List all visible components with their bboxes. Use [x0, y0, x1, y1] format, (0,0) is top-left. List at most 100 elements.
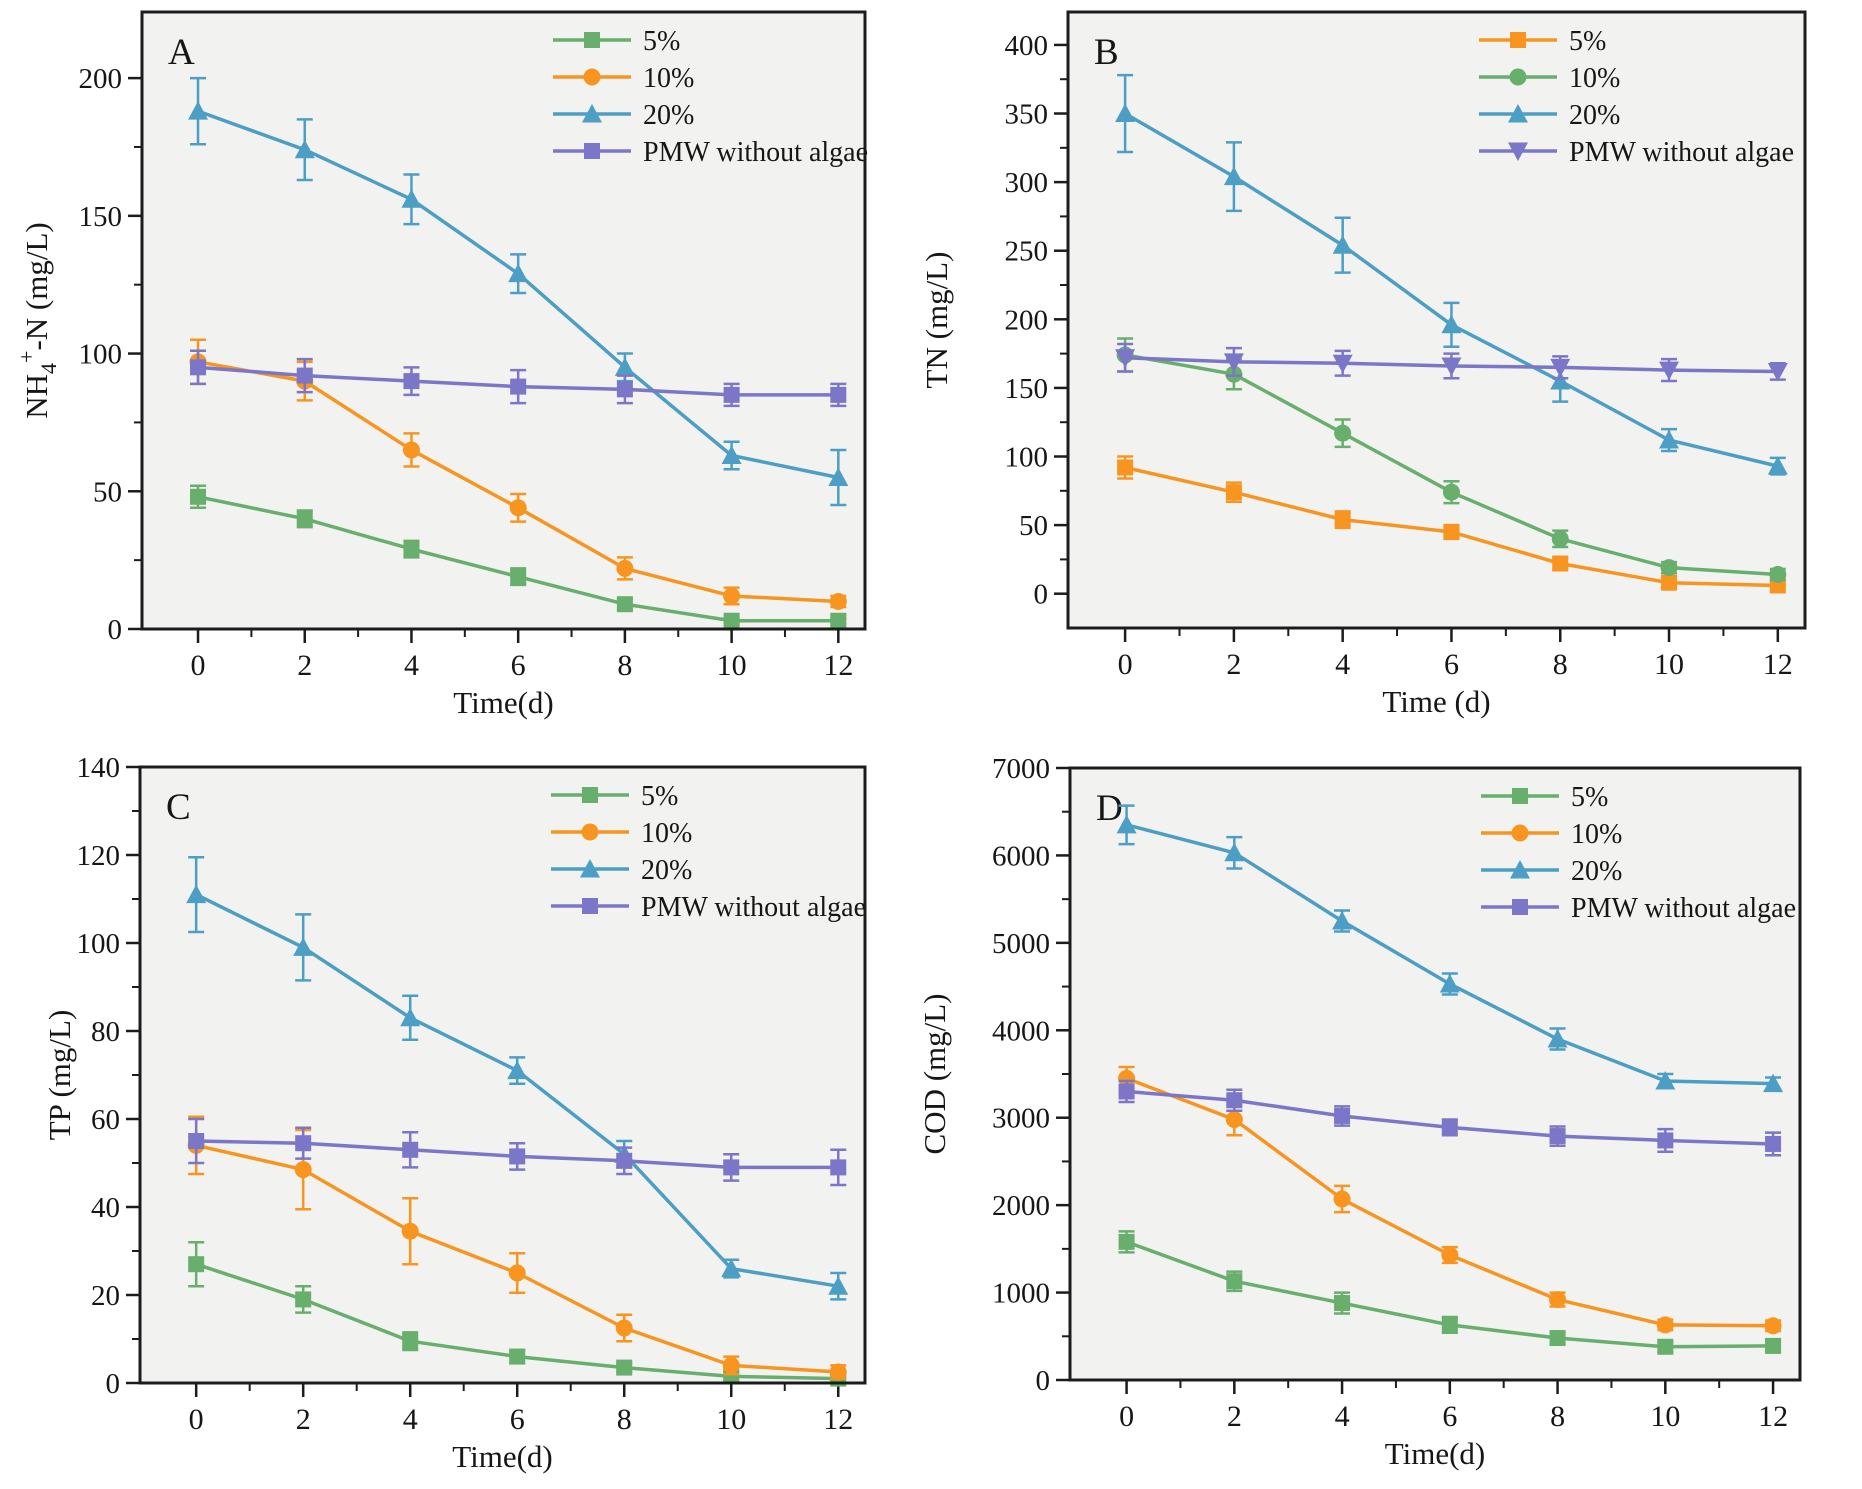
point-20pct — [1655, 1070, 1676, 1090]
y-axis-label: NH4+-N (mg/L) — [14, 222, 61, 418]
x-tick-label: 2 — [1227, 1400, 1242, 1433]
x-tick-label: 12 — [1758, 1400, 1788, 1433]
point-5pct — [1226, 1273, 1243, 1290]
chart-panel-d: 0 1000 2000 3000 4000 5000 6000 7000 0 2 4 6 8 10 12 Ti… — [917, 753, 1802, 1471]
x-tick-label: 12 — [823, 1403, 853, 1436]
y-axis-label: TN (mg/L) — [919, 252, 954, 389]
point-10pct — [1333, 1190, 1351, 1208]
legend-item-20pct: 20% — [553, 100, 694, 131]
legend-item-pmw-without-algae: PMW without algae — [1479, 137, 1794, 168]
series-5pct — [1118, 1230, 1782, 1355]
y-tick-label: 400 — [1005, 30, 1049, 62]
point-pmw-without-algae — [723, 1159, 740, 1176]
x-tick-label: 4 — [1335, 648, 1350, 681]
point-5pct — [1657, 1338, 1674, 1355]
y-tick-label: 40 — [91, 1192, 120, 1224]
legend-label: PMW without algae — [643, 137, 868, 168]
point-10pct — [1549, 1291, 1567, 1309]
point-pmw-without-algae — [1334, 1107, 1351, 1124]
y-tick-label: 60 — [91, 1104, 120, 1136]
error-bars-20pct — [1117, 73, 1786, 476]
x-tick-label: 8 — [1553, 648, 1568, 681]
axes — [1056, 766, 1775, 1394]
series-5pct — [190, 484, 847, 629]
y-tick-label: 3000 — [992, 1103, 1050, 1135]
legend-item-20pct: 20% — [1481, 856, 1622, 887]
legend-marker — [1508, 104, 1528, 123]
point-20pct — [186, 884, 207, 904]
point-20pct — [614, 357, 635, 376]
point-pmw-without-algae — [1441, 1119, 1458, 1136]
point-5pct — [830, 612, 847, 629]
y-tick-label: 0 — [1036, 1365, 1051, 1397]
point-10pct — [401, 1222, 419, 1240]
x-tick-label: 12 — [823, 649, 853, 682]
legend-label: 20% — [1569, 100, 1620, 131]
x-tick-label: 6 — [1444, 648, 1459, 681]
legend-item-5pct: 5% — [553, 26, 680, 57]
x-tick-label: 4 — [404, 649, 419, 682]
panel-letter: A — [168, 32, 195, 73]
legend-marker — [1510, 32, 1526, 48]
point-pmw-without-algae — [190, 359, 207, 376]
y-tick-label: 140 — [77, 752, 121, 784]
point-pmw-without-algae — [1549, 1128, 1566, 1145]
point-5pct — [510, 568, 527, 585]
chart-panel-b: 0 50 100 150 200 250 300 350 400 0 2 4 6 8 10 12 Time (d… — [919, 10, 1807, 719]
point-10pct — [1225, 1110, 1243, 1128]
point-5pct — [403, 541, 420, 558]
point-pmw-without-algae — [188, 1133, 205, 1149]
chart-panel-c: 0 20 40 60 80 100 120 140 0 2 4 6 8 10 12 Time(d) TP (mg… — [42, 752, 867, 1474]
y-tick-label: 0 — [108, 614, 123, 646]
point-10pct — [294, 1161, 312, 1179]
y-tick-label: 7000 — [992, 753, 1050, 785]
series-5pct — [1117, 455, 1786, 594]
point-pmw-without-algae — [830, 1159, 847, 1176]
legend-item-10pct: 10% — [1481, 819, 1622, 850]
legend-item-5pct: 5% — [551, 781, 678, 812]
legend-marker — [583, 68, 601, 86]
legend: 5% 10% 20% PMW without algae — [1481, 782, 1796, 924]
point-5pct — [1118, 1233, 1135, 1250]
legend-marker — [1508, 142, 1528, 161]
point-pmw-without-algae — [1657, 1132, 1674, 1149]
point-pmw-without-algae — [1767, 362, 1788, 382]
point-10pct — [1442, 483, 1460, 501]
series-20pct — [1116, 804, 1784, 1093]
point-20pct — [400, 1007, 421, 1027]
point-10pct — [1334, 424, 1352, 442]
point-20pct — [1332, 235, 1353, 254]
legend-label: 5% — [641, 781, 678, 812]
point-20pct — [1223, 166, 1244, 186]
point-20pct — [1550, 371, 1571, 390]
x-tick-label: 2 — [297, 649, 312, 682]
point-10pct — [829, 592, 847, 610]
y-tick-label: 200 — [79, 63, 123, 95]
point-pmw-without-algae — [616, 1152, 633, 1169]
y-tick-label: 150 — [79, 201, 123, 233]
point-5pct — [1552, 555, 1569, 572]
point-20pct — [1659, 430, 1680, 449]
series-10pct — [187, 1115, 847, 1381]
x-tick-label: 6 — [1442, 1400, 1457, 1433]
x-tick-label: 12 — [1763, 648, 1793, 681]
point-pmw-without-algae — [1226, 1092, 1243, 1109]
legend-label: 10% — [643, 63, 694, 94]
point-pmw-without-algae — [1765, 1135, 1782, 1152]
y-tick-label: 120 — [77, 840, 121, 872]
y-tick-label: 2000 — [992, 1190, 1050, 1222]
legend-label: 10% — [1569, 63, 1620, 94]
x-tick-label: 8 — [617, 1403, 632, 1436]
y-tick-label: 0 — [1034, 579, 1049, 611]
point-5pct — [296, 510, 313, 527]
point-20pct — [188, 101, 209, 120]
point-pmw-without-algae — [296, 367, 313, 384]
y-tick-label: 100 — [1005, 442, 1049, 474]
legend-label: 5% — [1571, 782, 1608, 813]
legend-label: PMW without algae — [1571, 893, 1796, 924]
plot-area — [142, 12, 865, 629]
point-20pct — [508, 263, 529, 283]
legend-marker — [580, 859, 600, 878]
y-tick-label: 100 — [79, 339, 123, 371]
plot-frame — [1068, 766, 1802, 1382]
